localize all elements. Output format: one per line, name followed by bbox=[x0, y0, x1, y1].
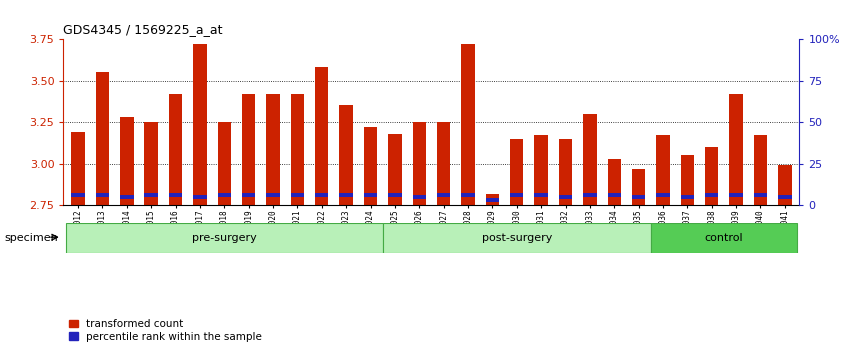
Bar bbox=[510, 139, 524, 205]
Bar bbox=[315, 193, 328, 197]
Bar bbox=[461, 44, 475, 205]
Bar bbox=[339, 105, 353, 205]
Bar bbox=[364, 127, 377, 205]
Bar bbox=[778, 195, 792, 199]
Bar bbox=[242, 193, 255, 197]
Bar bbox=[778, 165, 792, 205]
Text: GDS4345 / 1569225_a_at: GDS4345 / 1569225_a_at bbox=[63, 23, 223, 36]
Bar bbox=[486, 198, 499, 202]
Bar bbox=[437, 193, 450, 197]
Bar bbox=[559, 139, 572, 205]
Text: control: control bbox=[705, 233, 744, 243]
Bar bbox=[632, 169, 645, 205]
Bar bbox=[729, 94, 743, 205]
Bar bbox=[559, 195, 572, 199]
Bar bbox=[145, 193, 158, 197]
Bar bbox=[413, 195, 426, 199]
Legend: transformed count, percentile rank within the sample: transformed count, percentile rank withi… bbox=[69, 319, 262, 342]
Bar bbox=[607, 159, 621, 205]
Bar bbox=[217, 122, 231, 205]
Bar bbox=[339, 193, 353, 197]
Bar bbox=[656, 193, 670, 197]
Bar bbox=[583, 114, 596, 205]
Bar bbox=[754, 136, 767, 205]
Bar bbox=[193, 44, 206, 205]
Bar bbox=[651, 223, 797, 253]
Bar bbox=[583, 193, 596, 197]
Bar bbox=[169, 193, 182, 197]
Bar bbox=[754, 193, 767, 197]
Bar bbox=[71, 132, 85, 205]
Bar bbox=[96, 193, 109, 197]
Text: post-surgery: post-surgery bbox=[481, 233, 552, 243]
Bar bbox=[388, 134, 402, 205]
Bar bbox=[266, 193, 280, 197]
Text: specimen: specimen bbox=[4, 233, 58, 243]
Bar bbox=[388, 193, 402, 197]
Bar bbox=[413, 122, 426, 205]
Bar bbox=[242, 94, 255, 205]
Bar bbox=[120, 195, 134, 199]
Bar bbox=[705, 147, 718, 205]
Bar bbox=[681, 195, 694, 199]
Bar bbox=[66, 223, 382, 253]
Bar bbox=[364, 193, 377, 197]
Bar bbox=[510, 193, 524, 197]
Bar bbox=[632, 195, 645, 199]
Bar bbox=[382, 223, 651, 253]
Bar bbox=[217, 193, 231, 197]
Bar bbox=[535, 193, 548, 197]
Bar bbox=[315, 67, 328, 205]
Bar bbox=[266, 94, 280, 205]
Bar bbox=[656, 136, 670, 205]
Bar bbox=[705, 193, 718, 197]
Bar bbox=[291, 193, 304, 197]
Bar bbox=[291, 94, 304, 205]
Bar bbox=[169, 94, 182, 205]
Bar bbox=[71, 193, 85, 197]
Bar bbox=[729, 193, 743, 197]
Bar bbox=[120, 117, 134, 205]
Bar bbox=[145, 122, 158, 205]
Bar bbox=[193, 195, 206, 199]
Bar bbox=[96, 72, 109, 205]
Bar bbox=[607, 193, 621, 197]
Bar bbox=[461, 193, 475, 197]
Bar bbox=[535, 136, 548, 205]
Bar bbox=[486, 194, 499, 205]
Bar bbox=[681, 155, 694, 205]
Text: pre-surgery: pre-surgery bbox=[192, 233, 256, 243]
Bar bbox=[437, 122, 450, 205]
